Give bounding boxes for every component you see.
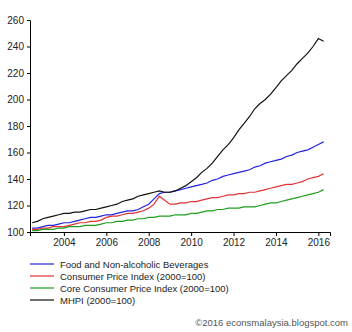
y-tick: 180	[7, 121, 30, 132]
x-tick-mark	[64, 232, 65, 236]
x-tick-mark	[318, 232, 319, 236]
legend-swatch	[30, 275, 54, 276]
y-tick-mark	[27, 206, 30, 207]
legend-swatch	[30, 299, 54, 300]
legend-label: Core Consumer Price Index (2000=100)	[60, 283, 229, 294]
x-tick-label: 2004	[53, 237, 76, 248]
y-tick-label: 200	[7, 94, 24, 105]
x-tick-label: 2006	[96, 237, 119, 248]
y-tick-label: 160	[7, 147, 24, 158]
x-tick: 2006	[96, 232, 119, 248]
x-tick: 2010	[181, 232, 204, 248]
y-tick-label: 240	[7, 41, 24, 52]
x-tick: 2016	[308, 232, 331, 248]
y-tick-mark	[27, 232, 30, 233]
y-axis: 100 120 140 160 180 200 220 240 260	[7, 15, 30, 238]
y-tick-mark	[27, 153, 30, 154]
legend-label: Consumer Price Index (2000=100)	[60, 271, 205, 282]
x-tick: 2012	[223, 232, 246, 248]
x-tick-mark	[149, 232, 150, 236]
x-tick-mark	[191, 232, 192, 236]
y-tick-mark	[27, 20, 30, 21]
series-line	[32, 39, 324, 223]
x-tick-label: 2016	[308, 237, 331, 248]
x-tick: 2004	[53, 232, 76, 248]
y-tick-label: 120	[7, 200, 24, 211]
x-tick-label: 2012	[223, 237, 246, 248]
y-tick: 100	[7, 227, 30, 238]
y-tick-label: 100	[7, 227, 24, 238]
y-tick-mark	[27, 47, 30, 48]
y-tick: 240	[7, 41, 30, 52]
y-tick: 140	[7, 174, 30, 185]
x-tick-label: 2010	[181, 237, 204, 248]
x-axis-line	[31, 233, 331, 237]
x-tick: 2008	[138, 232, 161, 248]
x-tick-mark	[106, 232, 107, 236]
legend-swatch	[30, 287, 54, 288]
y-tick: 120	[7, 200, 30, 211]
y-tick-mark	[27, 100, 30, 101]
y-axis-line	[27, 21, 31, 233]
annotation: ©2016 econsmalaysia.blogspot.com	[195, 317, 348, 328]
series-line	[32, 190, 324, 231]
plot-area	[32, 39, 324, 231]
legend-swatch	[30, 263, 54, 264]
y-tick: 260	[7, 15, 30, 26]
y-tick-mark	[27, 73, 30, 74]
y-tick-mark	[27, 179, 30, 180]
y-tick-label: 140	[7, 174, 24, 185]
legend: Food and Non-alcoholic BeveragesConsumer…	[30, 259, 229, 306]
x-tick-label: 2014	[265, 237, 288, 248]
x-tick-mark	[276, 232, 277, 236]
y-tick-label: 260	[7, 15, 24, 26]
chart: 2004 2006 2008 2010 2012 2014 2016 100 120 140 160…	[0, 0, 352, 332]
y-tick-label: 180	[7, 121, 24, 132]
y-tick: 200	[7, 94, 30, 105]
y-tick: 160	[7, 147, 30, 158]
x-tick: 2014	[265, 232, 288, 248]
x-tick-label: 2008	[138, 237, 161, 248]
legend-label: Food and Non-alcoholic Beverages	[60, 259, 209, 270]
x-axis: 2004 2006 2008 2010 2012 2014 2016	[31, 232, 331, 248]
y-tick-mark	[27, 126, 30, 127]
legend-label: MHPI (2000=100)	[60, 295, 135, 306]
y-tick: 220	[7, 68, 30, 79]
x-tick-mark	[234, 232, 235, 236]
y-tick-label: 220	[7, 68, 24, 79]
